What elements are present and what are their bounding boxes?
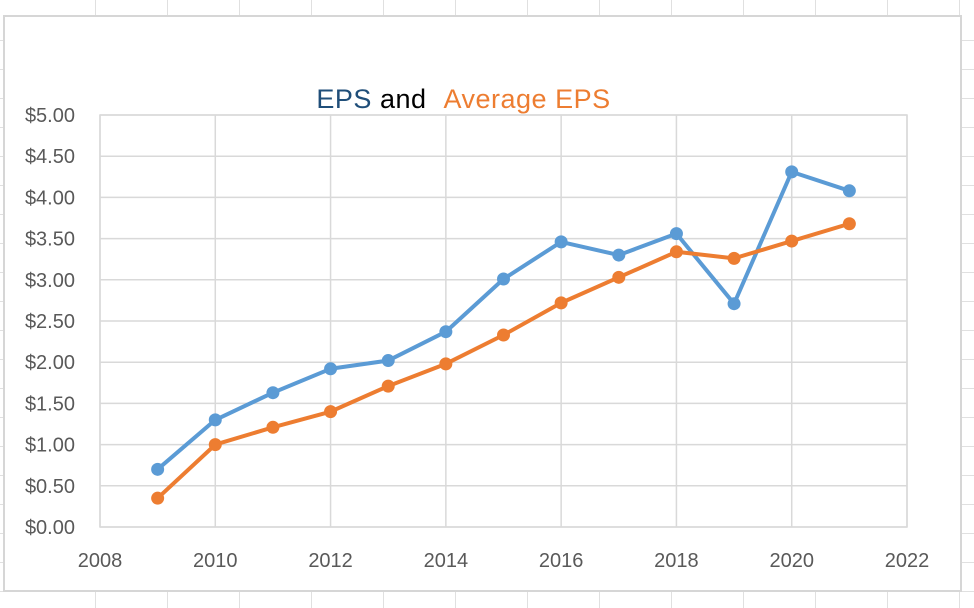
data-point-marker-average-eps [669,245,683,259]
data-point-marker-average-eps [208,438,222,452]
data-point-marker-eps [669,227,683,241]
data-point-marker-eps [208,413,222,427]
title-eps-label: EPS [316,84,372,114]
data-point-marker-average-eps [785,234,799,248]
data-point-marker-eps [324,362,338,376]
data-point-marker-eps [439,325,453,339]
series-line-average-eps [155,221,852,501]
y-axis-tick-label: $4.50 [25,146,75,168]
y-axis-tick-label: $3.00 [25,270,75,292]
chart-title: EPS and Average EPS [5,53,890,146]
line-chart-plot: $0.00 $0.50 $1.00 $1.50 $2.00 $2.50 $3.00 $3.50… [25,105,930,572]
data-point-marker-eps [785,165,799,179]
data-point-marker-average-eps [727,251,741,265]
y-axis-tick-label: $2.50 [25,311,75,333]
data-point-marker-average-eps [612,270,626,284]
data-point-marker-eps [151,462,165,476]
x-axis-tick-label: 2014 [424,550,469,572]
x-axis-tick-label: 2016 [539,550,584,572]
eps-chart-object[interactable]: EPS and Average EPS $0.00 $0.50 $1.00 $1.50… [3,15,962,592]
data-point-marker-average-eps [324,405,338,419]
data-point-marker-average-eps [439,357,453,371]
x-axis-tick-label: 2022 [885,550,930,572]
data-point-marker-average-eps [497,328,510,342]
data-point-marker-eps [554,235,568,249]
y-axis-tick-label: $4.00 [25,187,75,209]
x-axis-tick-label: 2018 [654,550,699,572]
y-axis-tick-label: $2.00 [25,352,75,374]
title-average-eps-label: Average EPS [443,84,611,114]
data-point-marker-average-eps [554,296,568,310]
data-point-marker-eps [727,297,741,311]
y-axis-tick-label: $3.50 [25,229,75,251]
title-and-label: and [371,84,435,114]
x-axis-tick-label: 2020 [769,550,814,572]
data-point-marker-eps [381,354,395,368]
data-point-marker-average-eps [381,379,395,393]
data-point-marker-eps [842,184,856,198]
data-point-marker-eps [612,248,626,262]
y-axis-tick-label: $0.00 [25,517,75,539]
y-axis-tick-label: $5.00 [25,105,75,127]
y-axis-tick-label: $1.00 [25,435,75,457]
data-point-marker-eps [266,386,280,400]
data-point-marker-average-eps [266,420,280,434]
data-point-marker-average-eps [151,491,165,505]
data-point-marker-average-eps [842,217,856,231]
x-axis-tick-label: 2008 [78,550,123,572]
y-axis-tick-label: $1.50 [25,393,75,415]
plot-area-border [99,114,908,528]
data-point-marker-eps [497,272,510,286]
x-axis-tick-label: 2012 [308,550,353,572]
y-axis-tick-label: $0.50 [25,476,75,498]
x-axis-tick-label: 2010 [193,550,238,572]
